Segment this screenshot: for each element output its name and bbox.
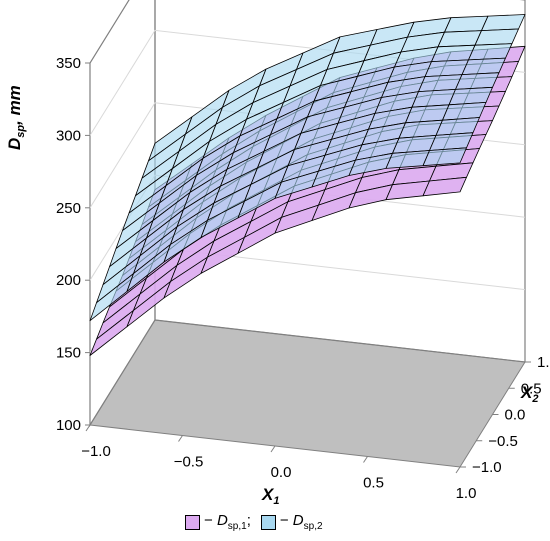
chart-side-wall: [89, 0, 156, 428]
x-tick-label-4: 1.0: [456, 485, 477, 502]
surface-2-cell-9-7: [468, 43, 513, 61]
surface-1-cell-9-0: [422, 176, 467, 197]
x-tick-label-2: 0.0: [271, 464, 292, 481]
legend-swatch-series-2: [260, 514, 276, 530]
x-tick-label-1: −0.5: [174, 454, 204, 471]
chart-legend: − Dsp,1; − Dsp,2: [185, 511, 323, 533]
x-tick-mark-4: [455, 466, 461, 474]
chart-tick-labels: 100 150 200 250 300 350 −1.0 −0.5 0.0 0.5 1.0 −1.0 −…: [56, 55, 550, 502]
x-tick-label-0: −1.0: [81, 443, 111, 460]
z-tick-label-4: 300: [56, 127, 81, 144]
y-tick-label-2: 0.0: [505, 407, 526, 424]
z-tick-label-3: 250: [56, 200, 81, 217]
surface-2-cell-9-6: [461, 57, 506, 75]
x-tick-mark-1: [178, 435, 183, 442]
chart-floor: [89, 319, 526, 468]
surface-2-cell-9-5: [455, 72, 500, 90]
z-axis-label: Dsp, mm: [5, 85, 27, 150]
x-tick-mark-3: [363, 456, 368, 463]
z-tick-label-0: 100: [56, 417, 81, 434]
surface-2-cell-9-0: [422, 147, 467, 167]
y-axis-label: X2: [520, 383, 538, 405]
x-tick-mark-2: [270, 445, 276, 453]
z-tick-label-5: 350: [56, 55, 81, 72]
y-tick-label-3: 0.5: [521, 380, 542, 397]
z-tick-label-2: 200: [56, 272, 81, 289]
surface-2-cell-9-8: [474, 28, 519, 46]
x-tick-label-3: 0.5: [363, 475, 384, 492]
legend-swatch-series-1: [185, 514, 200, 530]
legend-label-series-2: − Dsp,2: [279, 512, 323, 532]
surface-2-cell-9-9: [481, 14, 526, 32]
y-tick-label-4: 1.0: [537, 354, 550, 371]
x-tick-mark-0: [85, 424, 91, 432]
legend-item-series-1: − Dsp,1;: [185, 512, 251, 532]
legend-item-series-2: − Dsp,2: [260, 512, 323, 532]
legend-label-series-1: − Dsp,1;: [204, 512, 251, 532]
z-tick-label-1: 150: [56, 345, 81, 362]
chart-surfaces: [89, 14, 526, 356]
y-tick-label-0: −1.0: [472, 459, 502, 476]
x-axis-label: X1: [261, 485, 279, 507]
y-tick-label-1: −0.5: [488, 433, 518, 450]
